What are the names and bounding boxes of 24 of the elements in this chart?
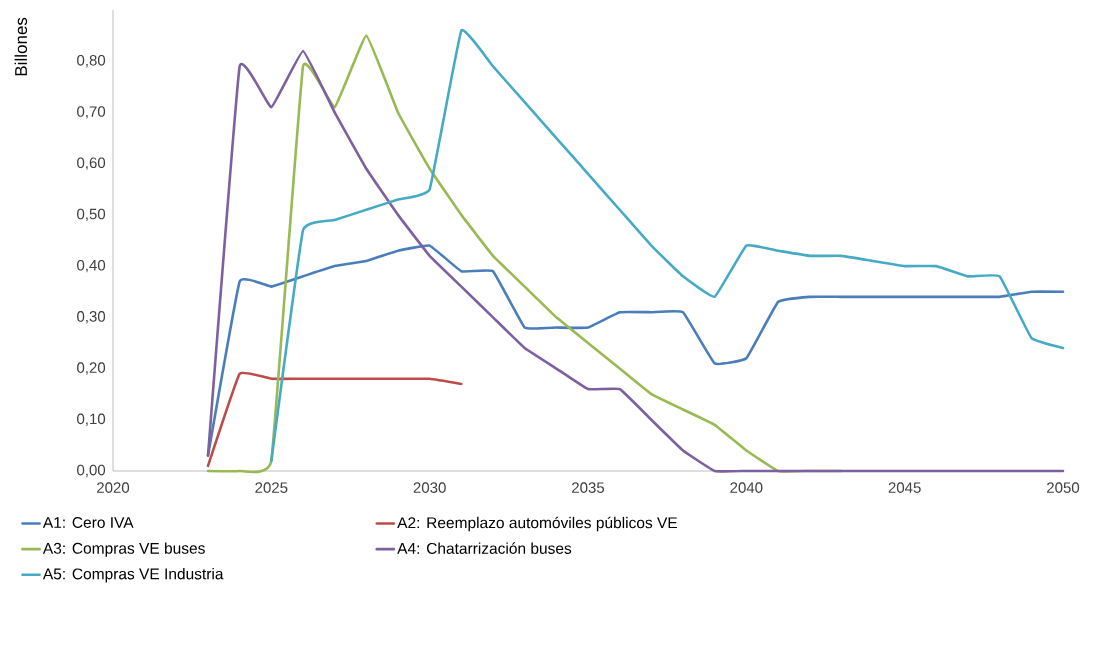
x-tick-label: 2045 [888, 482, 921, 493]
y-tick-label: 0,50 [77, 208, 106, 222]
x-tick-label: 2050 [1047, 482, 1080, 493]
y-tick-label: 0,20 [77, 362, 106, 375]
line-series [206, 244, 1065, 457]
y-tick-label: 0,40 [77, 259, 106, 273]
legend-label: A4: Chatarrización buses [397, 542, 572, 554]
x-tick-label: 2035 [572, 482, 605, 493]
y-tick-label: 0,70 [77, 106, 106, 119]
line-series [206, 371, 463, 468]
x-tick-label: 2020 [97, 482, 130, 493]
y-tick-label: 0,30 [77, 311, 106, 324]
y-axis-title: Billones [14, 17, 28, 76]
x-tick-label: 2030 [413, 482, 446, 493]
legend-label: A3: Compras VE buses [42, 542, 205, 557]
x-tick-label: 2025 [255, 482, 288, 493]
y-tick-label: 0,00 [77, 464, 106, 478]
legend-label: A1: Cero IVA [42, 516, 134, 528]
legend-label: A5: Compras VE Industria [42, 568, 224, 583]
y-tick-label: 0,80 [77, 55, 106, 68]
x-tick-label: 2040 [730, 482, 763, 493]
y-tick-label: 0,60 [77, 157, 106, 170]
y-tick-label: 0,10 [77, 413, 106, 426]
legend-label: A2: Reemplazo automóviles públicos VE [397, 516, 678, 532]
